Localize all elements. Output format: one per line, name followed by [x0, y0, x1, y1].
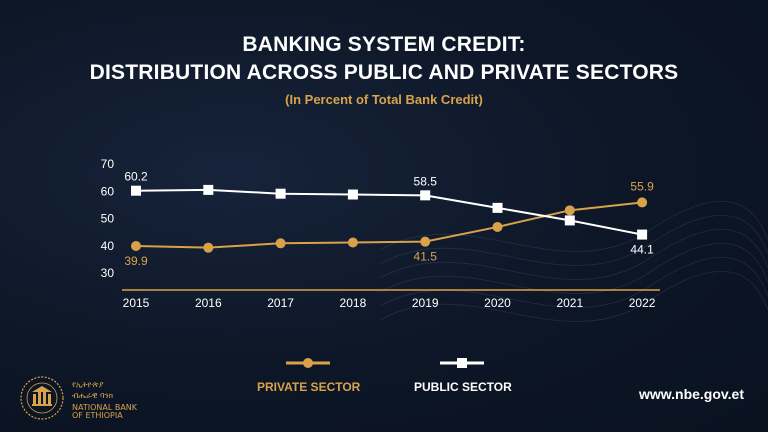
chart-title-line1: BANKING SYSTEM CREDIT: — [242, 33, 526, 56]
data-label: 55.9 — [630, 179, 654, 193]
private-sector-point — [420, 236, 431, 247]
public-sector-point — [203, 184, 214, 195]
public-sector-point — [492, 202, 503, 213]
logo-amharic-line1: የኢትዮጵያ — [72, 380, 104, 389]
background-wave-line — [379, 229, 768, 280]
background-wave-line — [379, 243, 768, 294]
data-label: 60.2 — [124, 170, 148, 184]
nbe-logo-icon — [20, 376, 64, 420]
y-tick-label: 60 — [101, 184, 115, 198]
y-tick-label: 30 — [101, 266, 115, 280]
legend-public-marker — [457, 358, 467, 368]
x-tick-label: 2020 — [484, 296, 511, 310]
private-sector-point — [203, 242, 214, 253]
legend-private-label: PRIVATE SECTOR — [257, 380, 361, 394]
data-label: 58.5 — [414, 174, 438, 188]
legend-public-label: PUBLIC SECTOR — [414, 380, 512, 394]
chart-title-line2: DISTRIBUTION ACROSS PUBLIC AND PRIVATE S… — [89, 61, 679, 84]
x-tick-label: 2018 — [340, 296, 367, 310]
y-tick-label: 40 — [101, 239, 115, 253]
y-tick-label: 50 — [101, 212, 115, 226]
x-tick-label: 2019 — [412, 296, 439, 310]
x-tick-label: 2021 — [556, 296, 583, 310]
public-sector-point — [564, 215, 575, 226]
private-sector-point — [564, 205, 575, 216]
logo-amharic-line2: ብሔራዊ ባንክ — [72, 391, 114, 400]
x-tick-label: 2022 — [629, 296, 656, 310]
public-sector-point — [347, 189, 358, 200]
x-tick-label: 2015 — [123, 296, 150, 310]
private-sector-point — [275, 238, 286, 249]
x-tick-label: 2016 — [195, 296, 222, 310]
background-wave-line — [379, 271, 768, 322]
legend-private-marker — [303, 358, 313, 368]
y-tick-label: 70 — [101, 157, 115, 171]
data-label: 41.5 — [414, 250, 438, 264]
public-sector-point — [420, 190, 431, 201]
private-sector-point — [347, 237, 358, 248]
background-wave-line — [379, 215, 768, 266]
chart-subtitle: (In Percent of Total Bank Credit) — [285, 92, 483, 107]
logo-english-line2: OF ETHIOPIA — [72, 411, 123, 420]
data-label: 39.9 — [124, 254, 148, 268]
x-tick-label: 2017 — [267, 296, 294, 310]
private-sector-point — [637, 197, 648, 208]
series-line-public — [135, 188, 643, 236]
logo-english-line1: NATIONAL BANK — [72, 403, 138, 412]
private-sector-point — [131, 241, 141, 252]
private-sector-point — [492, 221, 503, 232]
website-link[interactable]: www.nbe.gov.et — [638, 386, 744, 402]
series-line-private — [135, 201, 643, 249]
background-wave-line — [379, 201, 768, 252]
public-sector-point — [131, 185, 141, 196]
public-sector-point — [275, 188, 286, 199]
data-label: 44.1 — [630, 243, 654, 257]
public-sector-point — [637, 229, 648, 240]
